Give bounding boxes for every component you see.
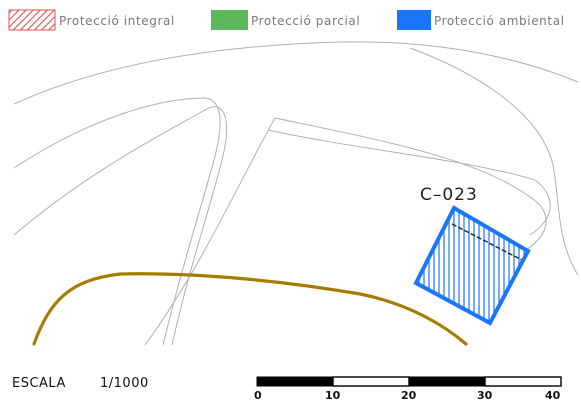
scale-tick-30: 30 bbox=[477, 389, 493, 402]
legend-item-parcial: Protecció parcial bbox=[211, 10, 360, 30]
scale-bar: 0 10 20 30 40 bbox=[254, 376, 562, 402]
street-line-top-inner bbox=[13, 97, 221, 346]
legend: Protecció integral Protecció parcial Pro… bbox=[8, 9, 565, 31]
scale-tick-20: 20 bbox=[401, 389, 417, 402]
legend-item-integral: Protecció integral bbox=[8, 9, 175, 31]
street-line-center bbox=[144, 117, 547, 346]
parcel-c023[interactable] bbox=[413, 200, 531, 330]
street-line-far-right bbox=[409, 47, 579, 276]
scale-tick-10: 10 bbox=[325, 389, 341, 402]
scale-segment-2 bbox=[332, 376, 410, 387]
scale-text: ESCALA bbox=[12, 376, 66, 391]
parcel-outline bbox=[413, 205, 531, 326]
legend-label-parcial: Protecció parcial bbox=[251, 14, 360, 28]
street-line-center-left bbox=[13, 106, 228, 346]
parcel-inner-line bbox=[451, 223, 523, 261]
scale-segment-3 bbox=[408, 376, 486, 387]
street-line-top-outer bbox=[13, 41, 579, 105]
stream-line bbox=[32, 272, 468, 346]
street-lines bbox=[13, 41, 579, 346]
scale-tick-40: 40 bbox=[545, 389, 561, 402]
scale-tick-0: 0 bbox=[254, 389, 262, 402]
legend-swatch-green bbox=[211, 10, 248, 30]
legend-swatch-blue bbox=[397, 10, 431, 30]
legend-label-integral: Protecció integral bbox=[59, 14, 175, 28]
scale-segment-1 bbox=[256, 376, 334, 387]
parcel-fill bbox=[416, 208, 528, 323]
legend-swatch-hatch-red bbox=[8, 9, 56, 31]
legend-label-ambiental: Protecció ambiental bbox=[434, 14, 565, 28]
street-line-right bbox=[267, 129, 551, 236]
scale-segment-4 bbox=[484, 376, 562, 387]
parcel-label: C–023 bbox=[420, 185, 478, 205]
scale-ratio: 1/1000 bbox=[100, 376, 149, 391]
legend-item-ambiental: Protecció ambiental bbox=[397, 10, 565, 30]
